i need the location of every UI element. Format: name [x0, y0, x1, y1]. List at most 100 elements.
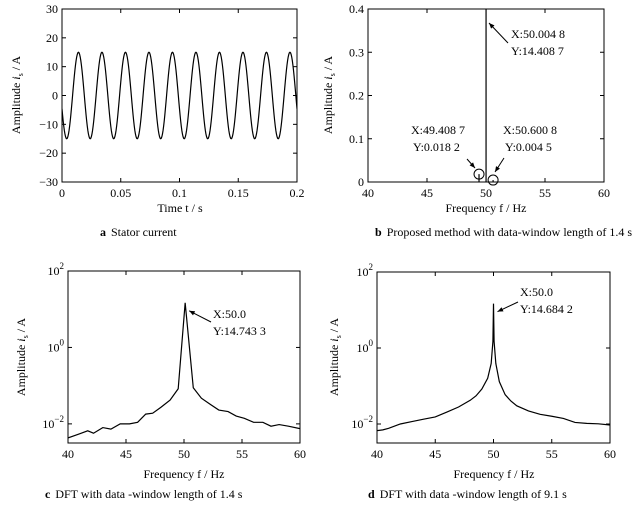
annotation-arrow-head: [497, 307, 504, 312]
caption-text: DFT with data -window length of 1.4 s: [55, 487, 242, 501]
y-label-unit: / A: [14, 318, 28, 336]
marker-circle: [473, 168, 485, 180]
x-tick-label: 0.05: [110, 186, 131, 200]
y-label-text: Amplitude: [327, 342, 341, 396]
tick-base: 10: [357, 341, 369, 355]
y-label-text: Amplitude: [321, 80, 335, 134]
annotation-x: X:50.600 8: [503, 123, 557, 137]
tick-exponent: 2: [369, 262, 374, 272]
x-axis-label: Frequency f / Hz: [446, 201, 527, 215]
annotation-arrow-head: [495, 166, 500, 172]
panel-caption: d DFT with data -window length of 9.1 s: [368, 487, 567, 501]
annotation-y: Y:0.018 2: [413, 140, 460, 154]
x-tick-label: 0.15: [228, 186, 249, 200]
marker-circle: [487, 174, 499, 186]
y-tick-label: 20: [46, 31, 58, 45]
annotation-y: Y:14.408 7: [511, 44, 564, 58]
x-tick-label: 60: [598, 186, 610, 200]
tick-base: 10: [42, 417, 54, 431]
y-label-subscript: s: [334, 335, 343, 338]
tick-exponent: 0: [60, 337, 65, 347]
y-tick-label: 0.3: [349, 45, 364, 59]
x-axis-label: Frequency f / Hz: [454, 467, 535, 481]
spectrum-line: [377, 303, 610, 432]
x-tick-label: 50: [488, 447, 500, 461]
panel-caption: b Proposed method with data-window length…: [375, 225, 632, 239]
y-tick-label: −10: [39, 117, 58, 131]
annotation-arrow-head: [469, 162, 475, 168]
caption-text: DFT with data -window length of 9.1 s: [380, 487, 567, 501]
y-tick-label: 10−2: [42, 414, 64, 431]
y-axis-label: Amplitude is / A: [327, 318, 343, 396]
tick-exponent: −2: [54, 414, 64, 424]
x-axis-label: Time t / s: [157, 201, 203, 215]
y-tick-label: 0.4: [349, 2, 364, 16]
tick-base: 10: [357, 265, 369, 279]
x-axis-label: Frequency f / Hz: [144, 467, 225, 481]
y-tick-label: −20: [39, 146, 58, 160]
y-tick-label: 10: [46, 60, 58, 74]
y-tick-label: 0: [52, 89, 58, 103]
caption-letter: c: [45, 487, 51, 501]
x-tick-label: 60: [294, 447, 306, 461]
annotation-y: Y:14.743 3: [213, 324, 266, 338]
y-tick-label: 0: [358, 175, 364, 189]
x-tick-label: 55: [539, 186, 551, 200]
y-axis-label: Amplitude is / A: [14, 318, 30, 396]
y-label-unit: / A: [327, 318, 341, 336]
caption-text: Proposed method with data-window length …: [387, 225, 633, 239]
caption-letter: a: [100, 225, 106, 239]
y-tick-label: 100: [357, 338, 374, 355]
y-tick-label: −30: [39, 175, 58, 189]
axes-box: [376, 271, 611, 444]
panel-a: 0 0.05 0.1 0.15 0.2 30 20 10 0 −10 −20 −30 Time t / …: [9, 2, 305, 239]
y-label-subscript: s: [21, 335, 30, 338]
caption-letter: d: [368, 487, 375, 501]
tick-exponent: −2: [363, 414, 373, 424]
x-tick-label: 60: [604, 447, 616, 461]
annotation-y: Y:0.004 5: [505, 140, 552, 154]
tick-exponent: 2: [60, 261, 65, 271]
x-tick-label: 45: [120, 447, 132, 461]
y-label-symbol: i: [9, 76, 23, 79]
y-label-subscript: s: [16, 73, 25, 76]
x-tick-label: 0: [59, 186, 65, 200]
x-tick-label: 50: [178, 447, 190, 461]
y-label-text: Amplitude: [9, 80, 23, 134]
annotation-x: X:50.004 8: [511, 27, 565, 41]
y-tick-label: 102: [48, 261, 65, 278]
y-label-symbol: i: [321, 76, 335, 79]
y-tick-label: 0.2: [349, 89, 364, 103]
x-tick-label: 40: [362, 186, 374, 200]
current-waveform: [62, 51, 297, 140]
annotation-arrow-head: [489, 23, 495, 29]
spectrum-line: [68, 302, 300, 439]
y-axis-label: Amplitude is / A: [9, 56, 25, 134]
x-tick-label: 45: [421, 186, 433, 200]
x-tick-label: 45: [429, 447, 441, 461]
x-tick-label: 40: [371, 447, 383, 461]
panel-caption: c DFT with data -window length of 1.4 s: [45, 487, 243, 501]
y-tick-label: 10−2: [351, 414, 373, 431]
y-label-unit: / A: [321, 56, 335, 74]
y-label-unit: / A: [9, 56, 23, 74]
caption-letter: b: [375, 225, 382, 239]
annotation-x: X:49.408 7: [411, 123, 465, 137]
x-tick-label: 0.2: [290, 186, 305, 200]
tick-exponent: 0: [369, 338, 374, 348]
y-label-symbol: i: [14, 338, 28, 341]
caption-text: Stator current: [111, 225, 177, 239]
y-axis-label: Amplitude is / A: [321, 56, 337, 134]
tick-base: 10: [48, 264, 60, 278]
y-tick-label: 30: [46, 2, 58, 16]
y-label-text: Amplitude: [14, 342, 28, 396]
y-label-symbol: i: [327, 338, 341, 341]
axes-box: [61, 8, 298, 183]
y-label-subscript: s: [328, 73, 337, 76]
panel-b: 40 45 50 55 60 0.4 0.3 0.2 0.1 0 Frequency f / Hz A…: [321, 2, 632, 239]
y-tick-label: 0.1: [349, 132, 364, 146]
y-tick-label: 102: [357, 262, 374, 279]
annotation-y: Y:14.684 2: [520, 302, 573, 316]
